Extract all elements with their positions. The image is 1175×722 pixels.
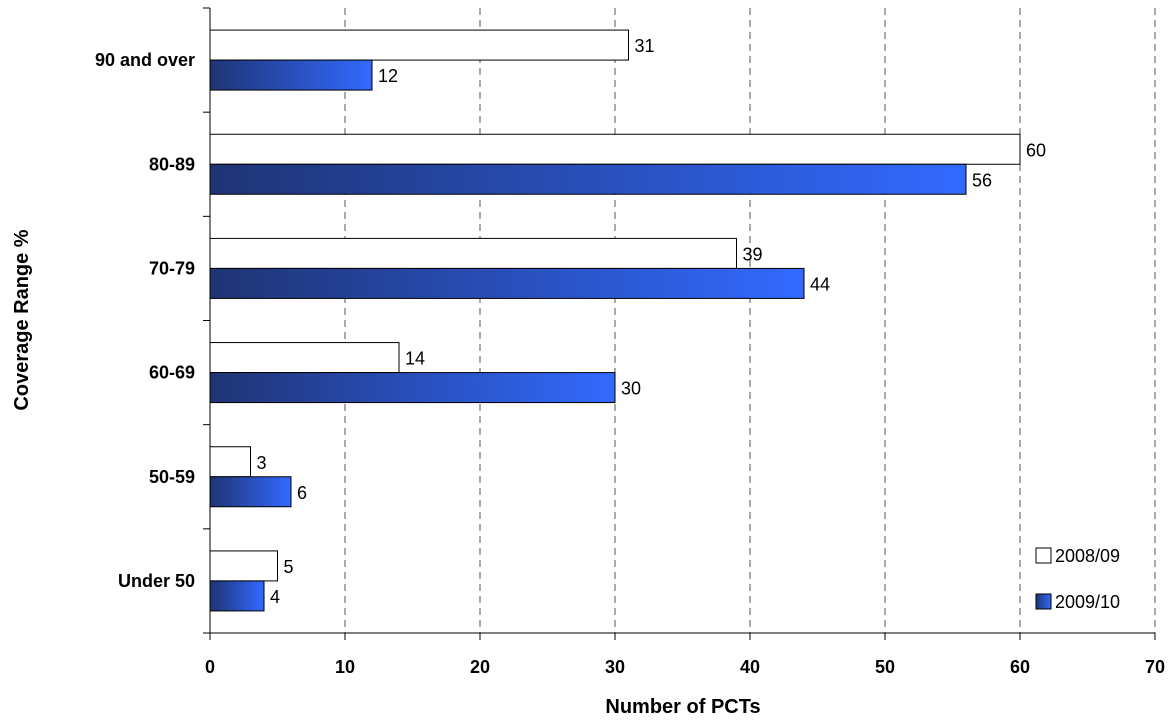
x-tick-label: 50 [875, 657, 895, 677]
data-labels: 31 12 60 56 39 44 14 30 3 6 54 [257, 36, 1047, 607]
x-tick-label: 60 [1010, 657, 1030, 677]
y-tick-label: 60-69 [149, 363, 195, 383]
data-label: 30 [621, 379, 641, 399]
legend: 2008/09 2009/10 [1035, 546, 1120, 612]
bar-series1 [209, 133, 1021, 165]
x-tick-label: 20 [470, 657, 490, 677]
legend-label: 2009/10 [1055, 592, 1120, 612]
y-tick-label: Under 50 [118, 571, 195, 591]
bar-series2 [209, 372, 616, 404]
data-label: 14 [405, 349, 425, 369]
bars [209, 29, 1021, 612]
bar-series2 [209, 580, 265, 612]
data-label: 4 [270, 587, 280, 607]
x-tick-label: 10 [335, 657, 355, 677]
data-label: 44 [810, 274, 830, 294]
data-label: 3 [257, 453, 267, 473]
x-tick-label: 40 [740, 657, 760, 677]
gridlines [344, 8, 1156, 633]
x-axis-title: Number of PCTs [605, 696, 760, 718]
data-label: 60 [1026, 140, 1046, 160]
y-tick-label: 70-79 [149, 258, 195, 278]
bar-series1 [209, 237, 737, 269]
x-tick-label: 70 [1145, 657, 1165, 677]
data-label: 5 [284, 557, 294, 577]
data-label: 6 [297, 483, 307, 503]
y-tick-label: 50-59 [149, 467, 195, 487]
x-tick-label: 0 [205, 657, 215, 677]
bar-series1 [209, 446, 251, 478]
x-tick-label: 30 [605, 657, 625, 677]
bar-series2 [209, 163, 967, 195]
bar-series2 [209, 59, 373, 91]
data-label: 56 [972, 170, 992, 190]
legend-swatch [1035, 547, 1052, 564]
legend-label: 2008/09 [1055, 546, 1120, 566]
y-tick-label: 90 and over [95, 50, 195, 70]
bar-series2 [209, 476, 292, 508]
bar-series1 [209, 29, 629, 61]
bar-series2 [209, 267, 805, 299]
data-label: 12 [378, 66, 398, 86]
bar-series1 [209, 342, 400, 374]
data-label: 31 [635, 36, 655, 56]
y-tick-label: 80-89 [149, 154, 195, 174]
y-axis-title: Coverage Range % [11, 229, 33, 410]
legend-swatch [1035, 593, 1052, 610]
bar-series1 [209, 550, 278, 582]
axes: 0 10 20 30 40 50 60 70 90 and over 80-89 70-79 60-6… [95, 7, 1165, 677]
data-label: 39 [743, 244, 763, 264]
